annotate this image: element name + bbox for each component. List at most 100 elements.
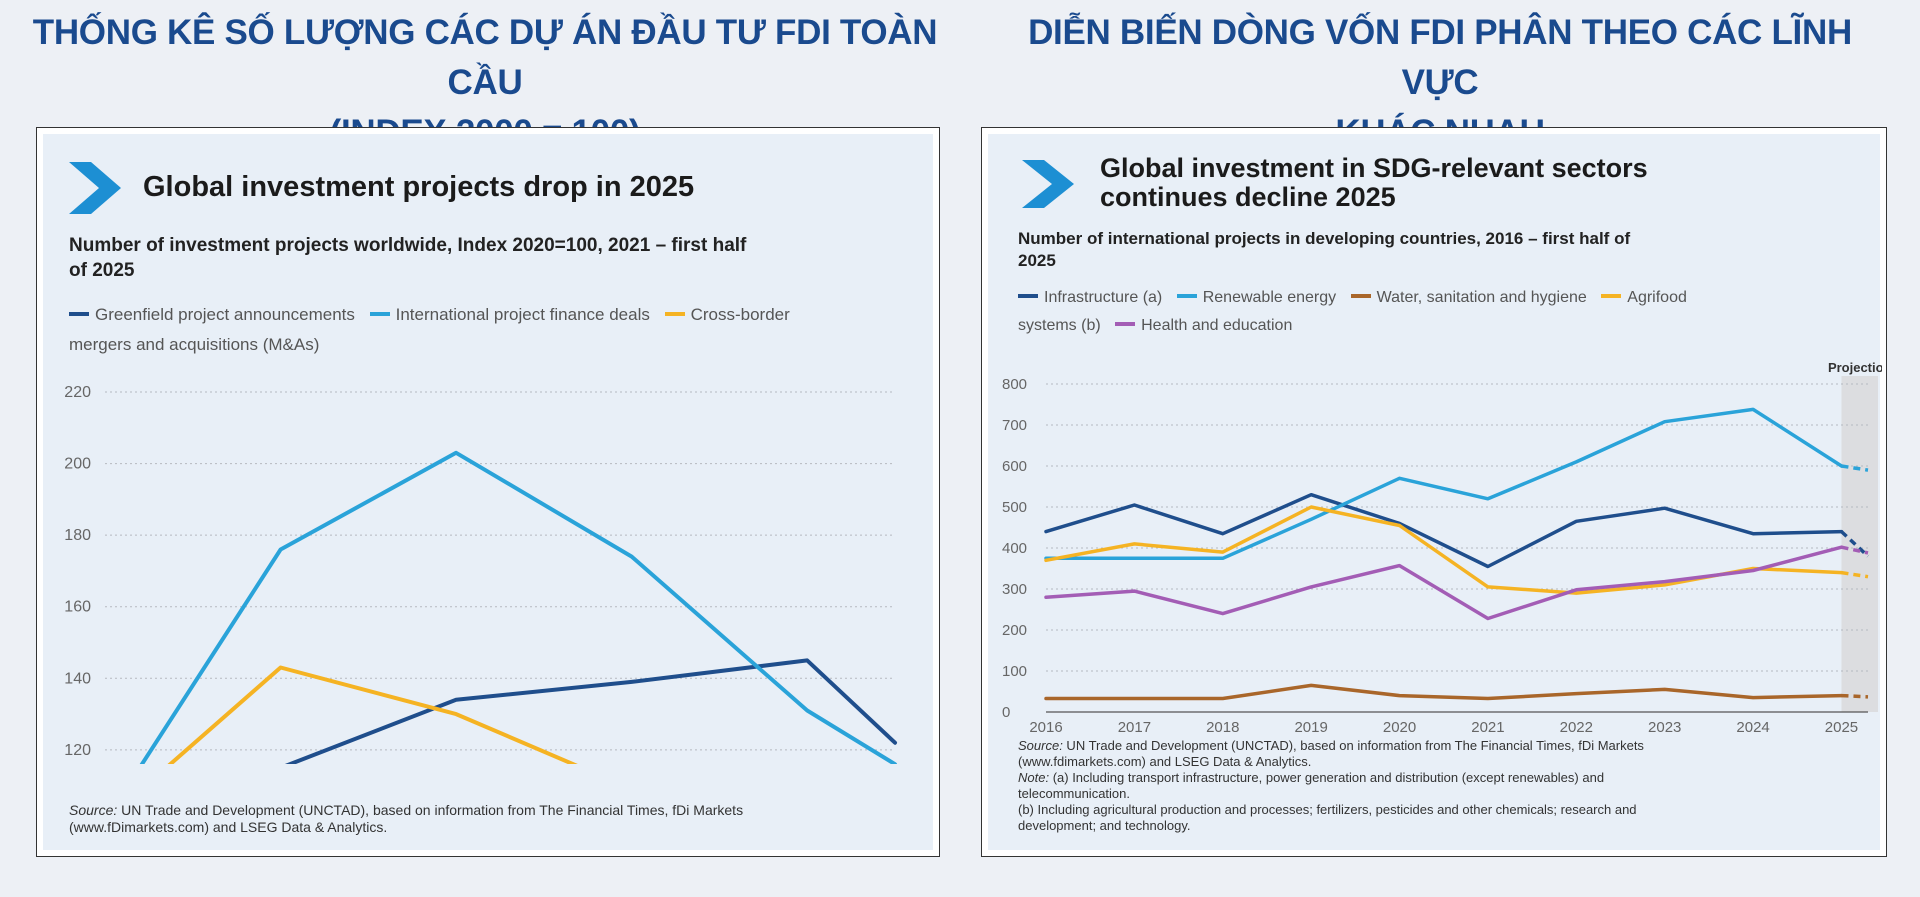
projection-line-agrifood-systems-b <box>1841 570 1869 579</box>
y-tick-label: 200 <box>64 456 91 473</box>
projection-label: Projection <box>1828 360 1882 375</box>
series-line-water-sanitation-and-hygiene <box>1044 683 1844 701</box>
legend-label-agrifood-line1: Agrifood <box>1627 289 1687 306</box>
legend-label-infrastructure: Infrastructure (a) <box>1044 289 1163 306</box>
legend-label-agrifood-line2: systems (b) <box>1018 317 1101 334</box>
series-line-international-project-finance-deals <box>139 450 897 764</box>
legend-health: Health and education <box>1115 317 1292 334</box>
legend-swatch-agrifood <box>1601 293 1622 298</box>
right-subtitle-line1: Number of international projects in deve… <box>1018 229 1631 248</box>
left-heading-line1: THỐNG KÊ SỐ LƯỢNG CÁC DỰ ÁN ĐẦU TƯ FDI T… <box>32 13 938 102</box>
y-tick-label: 100 <box>1002 663 1027 680</box>
right-legend: Infrastructure (a) Renewable energy Wate… <box>1018 284 1878 340</box>
left-chart-frame: Global investment projects drop in 2025 … <box>36 127 940 857</box>
right-note-label: Note: <box>1018 770 1050 785</box>
right-note-line1: (a) Including transport infrastructure, … <box>1049 770 1605 785</box>
right-title-line1: Global investment in SDG-relevant sector… <box>1100 153 1648 183</box>
y-tick-label: 800 <box>1002 376 1027 393</box>
y-tick-label: 140 <box>64 670 91 687</box>
right-chart-frame: Global investment in SDG-relevant sector… <box>981 127 1887 857</box>
left-chart-subtitle: Number of investment projects worldwide,… <box>69 233 929 283</box>
legend-swatch-finance <box>369 311 390 316</box>
left-subtitle-line2: of 2025 <box>69 260 135 281</box>
legend-renewable: Renewable energy <box>1176 289 1337 306</box>
legend-label-mna-line2: mergers and acquisitions (M&As) <box>69 335 320 354</box>
right-source-label: Source: <box>1018 738 1063 753</box>
x-tick-label: 2021 <box>1471 719 1504 736</box>
legend-swatch-water <box>1350 293 1371 298</box>
series-line-agrifood-systems-b <box>1044 505 1844 595</box>
x-tick-label: 2023 <box>1648 719 1681 736</box>
y-tick-label: 220 <box>64 384 91 401</box>
legend-label-health: Health and education <box>1141 317 1293 334</box>
x-tick-label: 2025 <box>1825 719 1858 736</box>
projection-line-health-and-education <box>1841 545 1869 555</box>
legend-infrastructure: Infrastructure (a) <box>1018 289 1162 306</box>
legend-swatch-infrastructure <box>1018 293 1038 298</box>
y-tick-label: 0 <box>1002 704 1010 721</box>
left-source-line2: (www.fDimarkets.com) and LSEG Data & Ana… <box>69 819 388 835</box>
left-chart-title: Global investment projects drop in 2025 <box>143 171 695 203</box>
legend-mna: Cross-border <box>664 305 790 324</box>
x-tick-label: 2016 <box>1029 719 1062 736</box>
legend-swatch-mna <box>664 311 685 316</box>
projection-shade <box>1841 376 1878 712</box>
left-line-chart: 8010012014016018020022020212022202320242… <box>64 384 897 764</box>
right-chart-title: Global investment in SDG-relevant sector… <box>1100 154 1648 212</box>
legend-label-mna-line1: Cross-border <box>690 305 790 324</box>
left-source-note: Source: UN Trade and Development (UNCTAD… <box>69 802 929 836</box>
y-tick-label: 500 <box>1002 499 1027 516</box>
y-tick-label: 200 <box>1002 622 1027 639</box>
projection-line-renewable-energy <box>1841 464 1869 472</box>
y-tick-label: 180 <box>64 527 91 544</box>
legend-swatch-renewable <box>1176 293 1197 298</box>
legend-greenfield: Greenfield project announcements <box>69 305 355 324</box>
series-line-cross-border-mergers-and-acquisitions-m-as <box>167 665 578 764</box>
right-heading-line1: DIỄN BIẾN DÒNG VỐN FDI PHÂN THEO CÁC LĨN… <box>1028 13 1852 102</box>
y-tick-label: 120 <box>64 742 91 759</box>
right-note-line3: (b) Including agricultural production an… <box>1018 802 1637 817</box>
y-tick-label: 600 <box>1002 458 1027 475</box>
legend-finance: International project finance deals <box>369 305 650 324</box>
left-subtitle-line1: Number of investment projects worldwide,… <box>69 235 747 256</box>
x-tick-label: 2017 <box>1118 719 1151 736</box>
series-line-health-and-education <box>1044 545 1844 621</box>
legend-label-greenfield: Greenfield project announcements <box>95 305 355 324</box>
legend-swatch-health <box>1115 321 1136 326</box>
y-tick-label: 700 <box>1002 417 1027 434</box>
left-chart-panel: Global investment projects drop in 2025 … <box>43 134 933 850</box>
right-note-line4: development; and technology. <box>1018 818 1191 833</box>
right-chart-subtitle: Number of international projects in deve… <box>1018 228 1878 272</box>
legend-swatch-greenfield <box>69 311 89 316</box>
chevron-arrow-icon <box>69 162 121 214</box>
right-source-line2: (www.fdimarkets.com) and LSEG Data & Ana… <box>1018 754 1312 769</box>
series-line-renewable-energy <box>1044 407 1844 561</box>
x-tick-label: 2019 <box>1294 719 1327 736</box>
legend-agrifood: Agrifood <box>1601 289 1687 306</box>
y-tick-label: 160 <box>64 599 91 616</box>
right-chart-panel: Global investment in SDG-relevant sector… <box>988 134 1882 850</box>
legend-water: Water, sanitation and hygiene <box>1350 289 1587 306</box>
x-tick-label: 2018 <box>1206 719 1239 736</box>
right-subtitle-line2: 2025 <box>1018 251 1056 270</box>
x-tick-label: 2024 <box>1736 719 1769 736</box>
y-tick-label: 300 <box>1002 581 1027 598</box>
chevron-arrow-icon <box>1022 160 1074 208</box>
left-source-label: Source: <box>69 802 118 818</box>
left-legend: Greenfield project announcements Interna… <box>69 300 929 360</box>
left-source-line1: UN Trade and Development (UNCTAD), based… <box>117 802 744 818</box>
legend-label-finance: International project finance deals <box>395 305 650 324</box>
series-line-infrastructure-a <box>1044 492 1844 569</box>
x-tick-label: 2022 <box>1560 719 1593 736</box>
right-source-line1: UN Trade and Development (UNCTAD), based… <box>1062 738 1644 753</box>
right-line-chart: Projection 0 100 200 300 400 500 600 700 800 2016 2… <box>1002 360 1882 736</box>
y-tick-label: 400 <box>1002 540 1027 557</box>
projection-line-water-sanitation-and-hygiene <box>1841 693 1869 699</box>
projection-line-infrastructure-a <box>1840 530 1870 558</box>
x-tick-label: 2020 <box>1383 719 1416 736</box>
right-source-note: Source: UN Trade and Development (UNCTAD… <box>1018 738 1878 834</box>
right-title-line2: continues decline 2025 <box>1100 182 1396 212</box>
right-note-line2: telecommunication. <box>1018 786 1130 801</box>
legend-label-water: Water, sanitation and hygiene <box>1376 289 1587 306</box>
legend-label-renewable: Renewable energy <box>1202 289 1337 306</box>
